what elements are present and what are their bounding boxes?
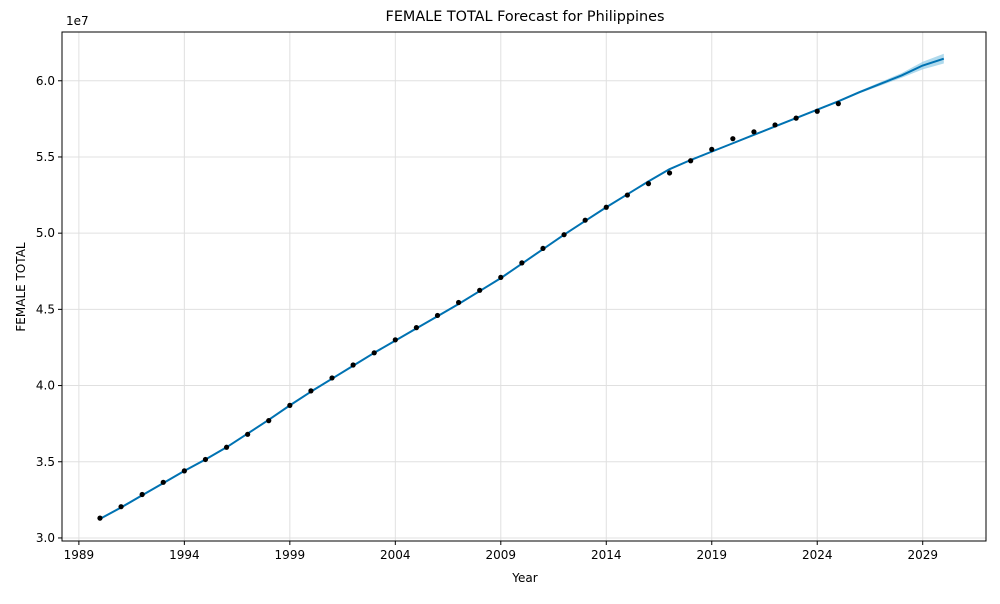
plot-frame [61,31,987,542]
observed-point [434,312,441,319]
observed-point [603,204,609,210]
x-tick-label: 1999 [275,548,306,562]
observed-point [118,504,124,510]
x-tick-label: 1994 [169,548,200,562]
observed-point [266,418,272,424]
observed-point [561,232,567,238]
observed-point [688,158,694,164]
observed-point [97,515,103,521]
observed-point [666,170,673,176]
x-axis-ticks: 1989 1994 1999 2004 2009 2014 2019 2024 2029 [64,541,938,562]
y-axis-offset-label: 1e7 [66,14,89,28]
x-axis-label: Year [511,571,537,585]
y-tick-label: 3.0 [36,531,55,545]
y-tick-label: 5.0 [36,226,55,240]
observed-point [392,337,398,343]
observed-point [181,468,187,474]
observed-point [645,181,652,187]
x-tick-label: 2004 [380,548,411,562]
observed-point [477,287,483,293]
observed-point [139,491,145,498]
observed-point [540,245,546,252]
x-tick-label: 1989 [64,548,95,562]
observed-point [624,192,630,198]
x-tick-label: 2009 [486,548,517,562]
x-tick-label: 2029 [907,548,938,562]
observed-point [751,129,757,135]
observed-point [456,299,462,306]
observed-points-layer [97,101,841,521]
y-axis-ticks: 3.0 3.5 4.0 4.5 5.0 5.5 6.0 [36,74,62,545]
y-tick-label: 4.5 [36,302,55,316]
observed-point [308,388,314,394]
observed-point [814,108,820,114]
observed-point [350,362,356,368]
y-tick-label: 6.0 [36,74,55,88]
observed-point [223,444,230,450]
observed-point [793,115,799,121]
observed-point [709,146,715,152]
observed-point [371,350,377,356]
observed-point [329,375,335,381]
x-tick-label: 2019 [696,548,727,562]
y-tick-label: 3.5 [36,455,55,469]
observed-point [413,325,420,331]
observed-point [202,456,209,463]
observed-point [245,431,251,437]
y-tick-label: 5.5 [36,150,55,164]
observed-point [498,274,504,280]
observed-point [772,122,778,128]
x-tick-label: 2014 [591,548,622,562]
observed-point [287,402,293,408]
observed-point [519,260,525,266]
observed-point [835,101,841,107]
x-tick-label: 2024 [802,548,833,562]
chart-title: FEMALE TOTAL Forecast for Philippines [386,9,665,25]
grid-layer [62,32,986,541]
observed-point [160,479,166,485]
y-axis-label: FEMALE TOTAL [14,242,28,332]
y-tick-label: 4.0 [36,379,55,393]
observed-point [730,136,736,142]
observed-point [582,217,588,223]
